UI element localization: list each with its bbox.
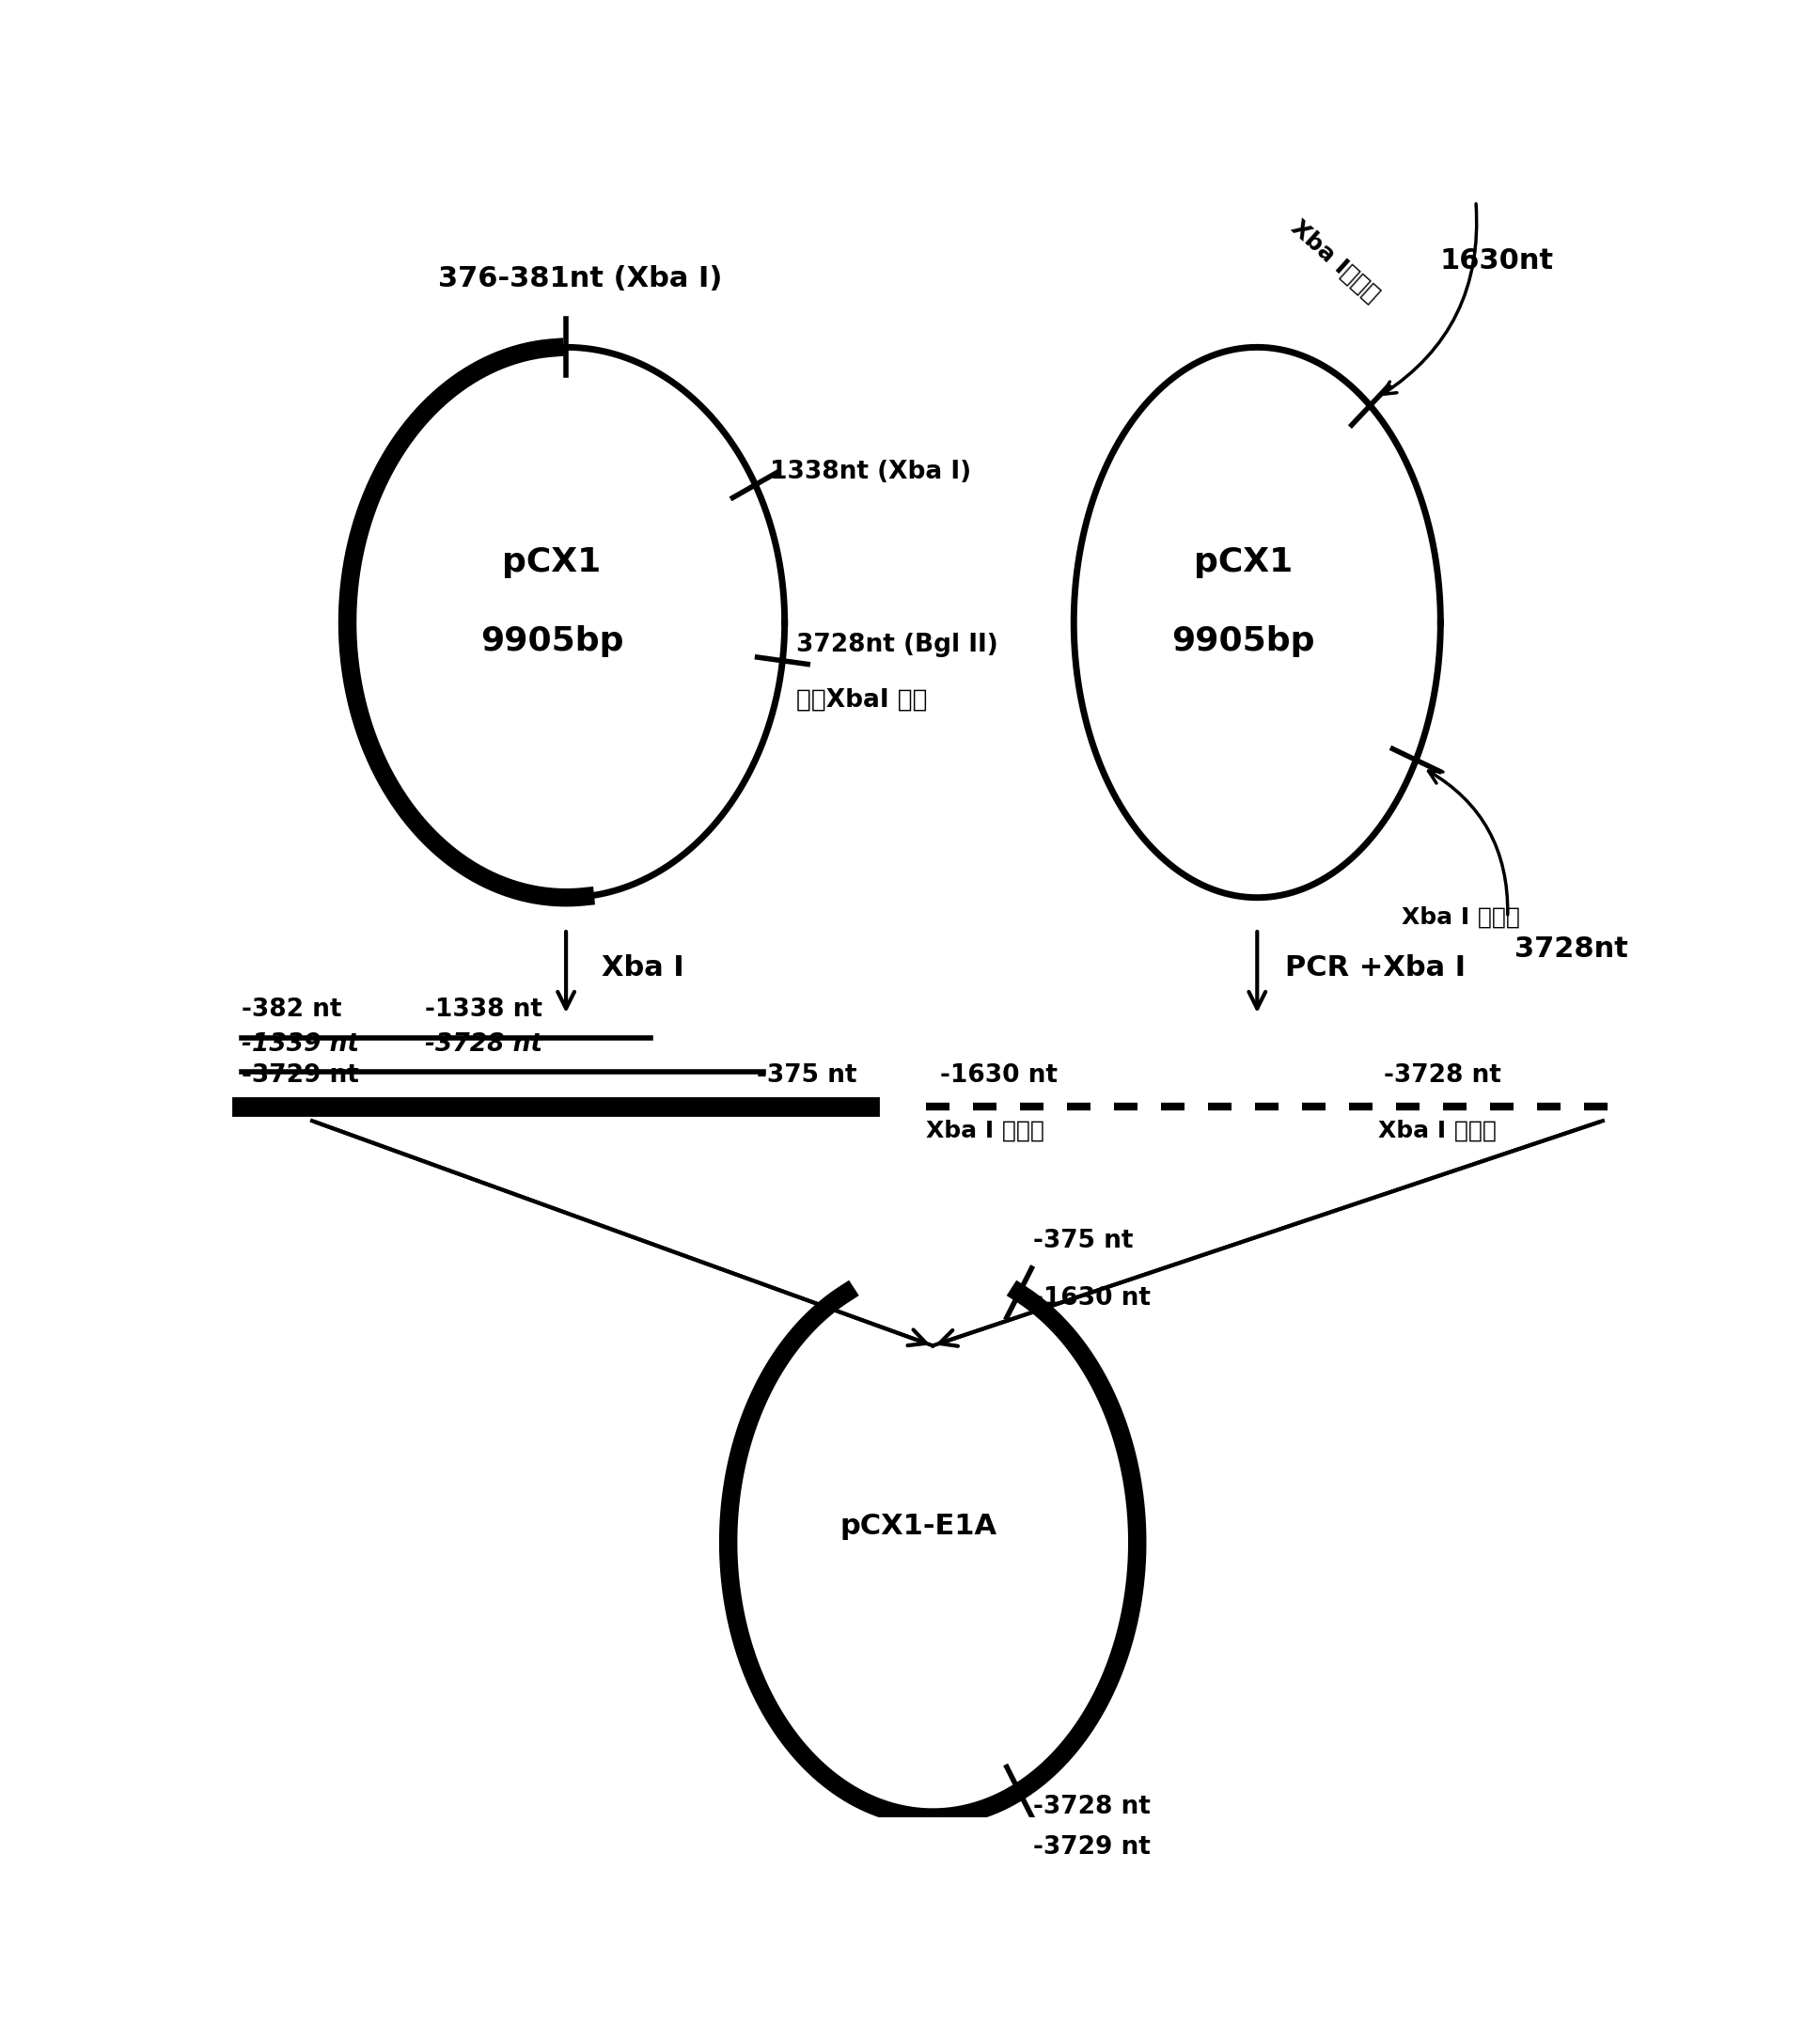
Text: -3729 nt: -3729 nt <box>1034 1836 1150 1860</box>
Text: PCR +Xba I: PCR +Xba I <box>1285 956 1465 982</box>
Text: Xba I酵切点: Xba I酵切点 <box>1287 216 1383 306</box>
Text: 1630nt: 1630nt <box>1440 247 1554 274</box>
Text: 3728nt: 3728nt <box>1514 935 1629 962</box>
Text: pCX1: pCX1 <box>1194 547 1292 578</box>
Text: -3729 nt: -3729 nt <box>242 1064 359 1088</box>
Text: 9905bp: 9905bp <box>480 625 624 658</box>
Text: Xba I 酵切点: Xba I 酵切点 <box>1378 1119 1498 1141</box>
Text: -1339 nt: -1339 nt <box>242 1031 359 1056</box>
Text: Xba I 酵切点: Xba I 酵切点 <box>926 1119 1045 1141</box>
Text: 可被XbaI 酵切: 可被XbaI 酵切 <box>797 688 928 713</box>
Text: -1630 nt: -1630 nt <box>939 1064 1057 1088</box>
Text: Xba I 酵切点: Xba I 酵切点 <box>1401 907 1520 929</box>
Text: -382 nt: -382 nt <box>242 996 342 1021</box>
Text: -1630 nt: -1630 nt <box>1034 1286 1150 1311</box>
Text: pCX1: pCX1 <box>502 547 601 578</box>
Text: 1338nt (Xba I): 1338nt (Xba I) <box>770 459 970 484</box>
Text: pCX1-E1A: pCX1-E1A <box>841 1513 997 1540</box>
Text: -3728 nt: -3728 nt <box>426 1031 542 1056</box>
Text: -3728 nt: -3728 nt <box>1034 1795 1150 1819</box>
Text: 9905bp: 9905bp <box>1172 625 1314 658</box>
Text: 376-381nt (Xba I): 376-381nt (Xba I) <box>439 265 723 292</box>
Text: 3728nt (Bgl II): 3728nt (Bgl II) <box>797 633 999 658</box>
Text: -375 nt: -375 nt <box>757 1064 857 1088</box>
Text: -375 nt: -375 nt <box>1034 1229 1134 1254</box>
Text: Xba I: Xba I <box>601 956 684 982</box>
Text: -3728 nt: -3728 nt <box>1383 1064 1502 1088</box>
Text: -1338 nt: -1338 nt <box>426 996 542 1021</box>
